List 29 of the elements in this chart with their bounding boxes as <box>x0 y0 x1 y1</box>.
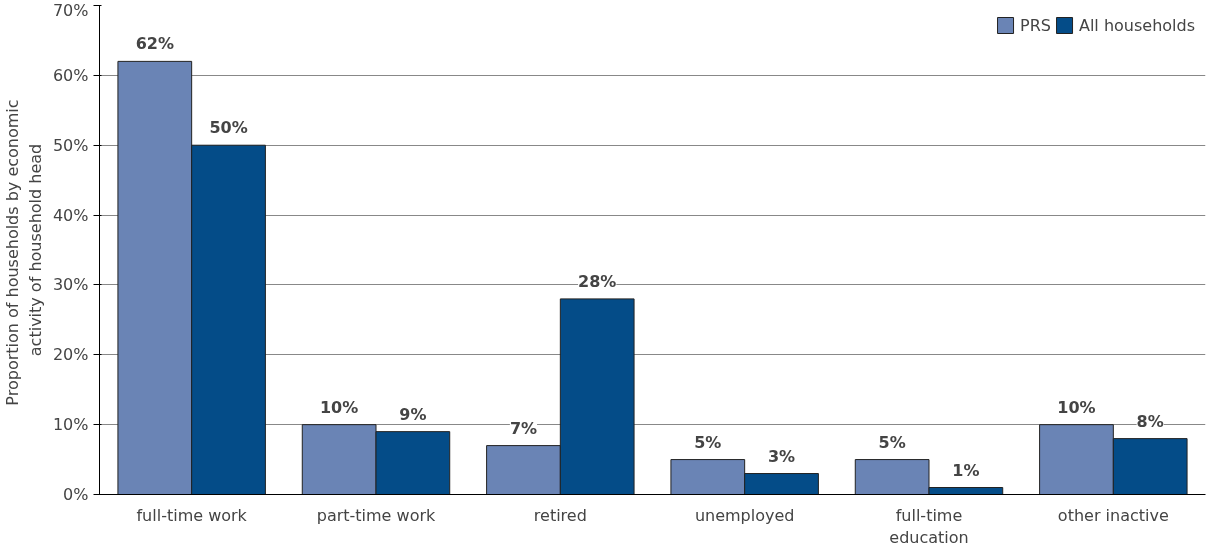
x-tick-label: retired <box>533 505 587 525</box>
legend-label: All households <box>1078 15 1195 35</box>
data-label: 10% <box>319 397 359 417</box>
y-tick-label: 50% <box>52 135 89 155</box>
y-tick-label: 70% <box>52 0 89 20</box>
y-tick-label: 10% <box>52 415 89 435</box>
x-tick-label: unemployed <box>694 505 795 525</box>
data-label: 3% <box>767 446 796 466</box>
x-tick-label: part-time work <box>316 505 436 525</box>
x-tick-label: full-time education <box>889 505 969 548</box>
y-tick-label: 0% <box>63 485 89 504</box>
data-label: 5% <box>694 432 722 452</box>
data-label: 10% <box>1057 397 1096 417</box>
y-tick-label: 30% <box>52 275 89 295</box>
y-tick-label: 20% <box>52 345 89 365</box>
data-label: 1% <box>952 460 980 480</box>
data-label: 8% <box>1136 411 1164 431</box>
y-tick-label: 60% <box>52 65 89 85</box>
y-tick-label: 40% <box>52 205 89 225</box>
data-label: 50% <box>209 118 248 138</box>
x-tick-label: full-time work <box>136 505 248 525</box>
data-label: 5% <box>878 432 906 452</box>
data-label: 9% <box>399 404 427 424</box>
x-tick-label: other inactive <box>1057 505 1169 525</box>
data-label: 7% <box>509 418 538 438</box>
y-axis-title: Proportion of households by economic activity of household head <box>3 99 45 406</box>
data-label: 28% <box>578 271 617 291</box>
data-label: 62% <box>135 34 174 54</box>
legend-label: PRS <box>1020 15 1051 35</box>
